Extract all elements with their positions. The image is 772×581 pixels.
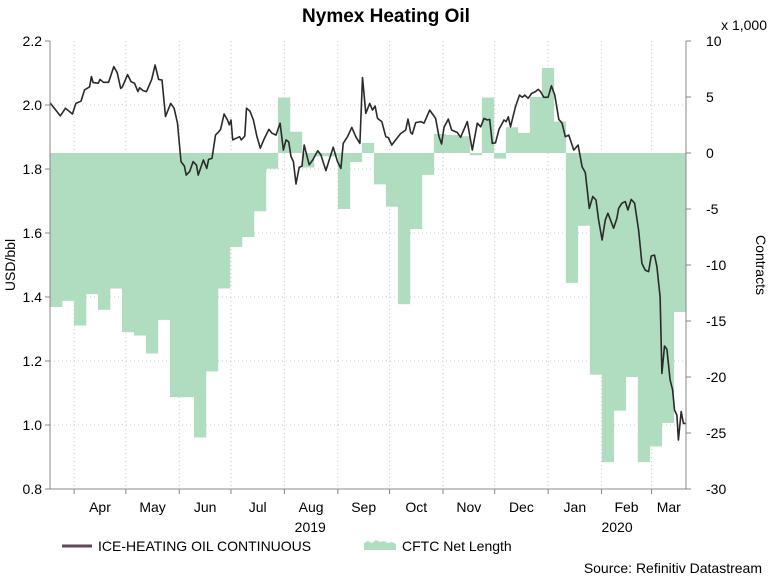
month-label: Mar	[657, 499, 681, 515]
cftc-bar	[541, 67, 555, 153]
right-tick-label: -25	[706, 425, 726, 441]
cftc-bar	[217, 153, 231, 289]
cftc-bar	[325, 153, 339, 157]
cftc-bar	[673, 153, 687, 313]
cftc-bar	[109, 153, 123, 289]
left-tick-label: 2.0	[23, 97, 43, 113]
right-tick-label: -15	[706, 313, 726, 329]
right-tick-label: 10	[706, 33, 722, 49]
cftc-bar	[601, 153, 615, 463]
cftc-bar	[409, 153, 423, 230]
right-tick-label: 0	[706, 145, 714, 161]
cftc-bar	[649, 153, 663, 447]
cftc-bar	[145, 153, 159, 354]
cftc-bar	[469, 153, 483, 156]
cftc-bar	[349, 153, 363, 162]
cftc-bar	[493, 153, 507, 159]
legend-area-swatch	[364, 540, 396, 550]
cftc-bar	[169, 153, 183, 398]
axes: 2.2 2.0 1.8 1.6 1.4 1.2 1.0 0.8 10 5 0 -5 -10 -15 -20 -…	[23, 33, 727, 535]
cftc-bar	[289, 131, 303, 153]
left-tick-label: 2.2	[23, 33, 43, 49]
right-tick-label: -10	[706, 257, 726, 273]
cftc-bar	[121, 153, 135, 333]
cftc-bar	[517, 132, 531, 153]
cftc-bar	[505, 127, 519, 153]
cftc-bar	[565, 153, 579, 283]
source-note: Source: Refinitiv Datastream	[584, 560, 762, 576]
cftc-bar	[529, 97, 543, 153]
cftc-bar	[481, 97, 495, 153]
cftc-bars	[50, 67, 687, 463]
cftc-bar	[50, 153, 63, 307]
cftc-bar	[457, 136, 471, 153]
price-line	[49, 64, 686, 441]
cftc-bar	[277, 97, 291, 153]
month-label: Jun	[194, 499, 217, 515]
cftc-bar	[229, 153, 243, 248]
left-tick-label: 1.4	[23, 289, 43, 305]
cftc-bar	[397, 153, 411, 305]
legend-label-price: ICE-HEATING OIL CONTINUOUS	[98, 538, 311, 554]
cftc-bar	[553, 121, 567, 153]
cftc-bar	[589, 153, 603, 375]
right-axis-multiplier: x 1,000	[721, 17, 767, 33]
cftc-bar	[241, 153, 255, 237]
left-tick-label: 1.8	[23, 161, 43, 177]
cftc-bar	[157, 153, 171, 320]
cftc-bar	[133, 153, 147, 336]
legend-label-cftc: CFTC Net Length	[402, 538, 512, 554]
left-tick-label: 1.6	[23, 225, 43, 241]
left-axis-label: USD/bbl	[2, 239, 18, 291]
chart-title: Nymex Heating Oil	[302, 6, 470, 27]
cftc-bar	[253, 153, 267, 212]
right-axis-label: Contracts	[753, 235, 769, 295]
cftc-bar	[637, 153, 651, 463]
month-label: Oct	[405, 499, 427, 515]
year-label: 2020	[601, 519, 632, 535]
right-tick-label: -20	[706, 369, 726, 385]
cftc-bar	[73, 153, 87, 326]
cftc-bar	[85, 153, 99, 295]
cftc-bar	[373, 153, 387, 185]
right-tick-label: -30	[706, 481, 726, 497]
left-tick-label: 0.8	[23, 481, 43, 497]
cftc-bar	[97, 153, 111, 310]
right-tick-label: 5	[706, 89, 714, 105]
cftc-bar	[337, 153, 351, 209]
cftc-bar	[577, 153, 591, 226]
left-tick-label: 1.0	[23, 417, 43, 433]
month-label: Aug	[299, 499, 324, 515]
cftc-bar	[385, 153, 399, 207]
month-label: May	[139, 499, 165, 515]
left-tick-label: 1.2	[23, 353, 43, 369]
cftc-bar	[205, 153, 219, 372]
right-tick-label: -5	[706, 201, 719, 217]
cftc-bar	[661, 153, 675, 423]
cftc-bar	[433, 133, 447, 153]
cftc-bar	[445, 135, 459, 153]
year-label: 2019	[295, 519, 326, 535]
legend: ICE-HEATING OIL CONTINUOUS CFTC Net Leng…	[62, 538, 512, 554]
month-label: Dec	[509, 499, 534, 515]
cftc-bar	[61, 153, 75, 301]
cftc-bar	[613, 153, 627, 411]
cftc-bar	[421, 153, 435, 175]
month-label: Jul	[249, 499, 267, 515]
cftc-bar	[193, 153, 207, 438]
month-label: Apr	[89, 499, 111, 515]
cftc-bar	[181, 153, 195, 398]
month-label: Sep	[351, 499, 376, 515]
cftc-bar	[361, 142, 375, 153]
month-label: Jan	[564, 499, 587, 515]
cftc-bar	[625, 153, 639, 377]
month-label: Feb	[614, 499, 638, 515]
month-label: Nov	[456, 499, 481, 515]
cftc-bar	[265, 153, 279, 169]
